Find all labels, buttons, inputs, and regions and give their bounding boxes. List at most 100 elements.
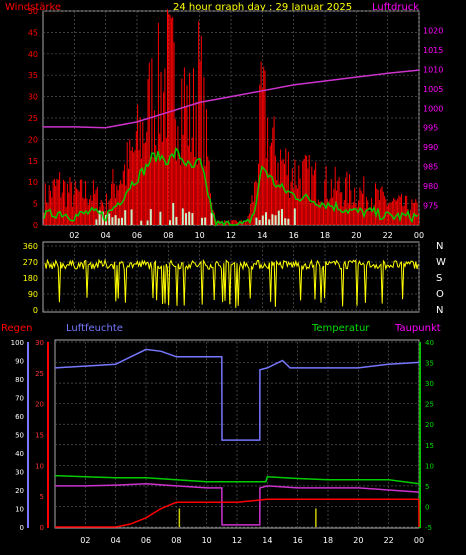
x-tick-label: 04: [101, 231, 111, 240]
x-tick-label: 12: [226, 231, 236, 240]
wind-calm-bar: [169, 220, 171, 225]
temperature-tick-label: 35: [425, 360, 434, 368]
x-tick-label: 18: [320, 231, 330, 240]
left-tick-label: 45: [28, 28, 38, 37]
left-tick-label: 30: [28, 93, 38, 102]
wind-calm-bar: [108, 213, 111, 225]
wind-calm-bar: [98, 210, 101, 225]
x-tick-label: 06: [132, 231, 142, 240]
wind-calm-bar: [175, 216, 178, 225]
compass-labels: N W S O N: [436, 241, 446, 316]
direction-tick-label: 90: [28, 290, 38, 299]
x-tick-label: 14: [257, 231, 267, 240]
x-tick-label: 00: [414, 231, 424, 240]
wind-calm-bar: [274, 215, 277, 225]
x-tick-label: 12: [232, 536, 242, 545]
wind-calm-bar: [210, 212, 213, 225]
wind-calm-bar: [188, 211, 191, 225]
left-tick-label: 0: [33, 221, 38, 230]
wind-calm-bar: [293, 208, 296, 225]
humidity-tick-label: 80: [15, 376, 24, 384]
temperature-line: [54, 474, 420, 485]
left-tick-label: 10: [28, 178, 38, 187]
panel3-x-ticks: 02 04 06 08 10 12 14 16 18 20 22 00: [80, 536, 424, 545]
wind-calm-bar: [191, 213, 194, 225]
humidity-tick-label: 0: [20, 524, 24, 532]
wind-calm-bar: [281, 209, 283, 225]
direction-tick-label: 180: [23, 274, 38, 283]
wind-calm-bar: [149, 209, 152, 225]
wind-calm-bar: [201, 217, 203, 225]
wind-avg-line: [43, 146, 419, 228]
temperature-tick-label: 40: [425, 339, 434, 347]
x-tick-label: 14: [262, 536, 272, 545]
wind-calm-bar: [258, 220, 261, 225]
wind-calm-bar: [101, 211, 104, 225]
direction-tick-label: 360: [23, 242, 38, 251]
x-tick-label: 02: [69, 231, 79, 240]
chart-title: 24 hour graph day : 29 Januar 2025: [173, 2, 352, 13]
compass-w: W: [436, 257, 446, 268]
wind-calm-bar: [284, 218, 287, 225]
right-tick-label: 995: [423, 124, 438, 133]
x-tick-label: 22: [383, 231, 393, 240]
wind-calm-bar: [121, 217, 123, 225]
x-tick-label: 22: [384, 536, 394, 545]
humidity-tick-label: 10: [15, 506, 24, 514]
right-tick-label: 985: [423, 163, 438, 172]
rain-tick-label: 20: [35, 401, 44, 409]
left-tick-label: 35: [28, 71, 38, 80]
left-tick-label: 20: [28, 135, 38, 144]
wind-calm-bar: [111, 217, 114, 225]
x-tick-label: 06: [141, 536, 151, 545]
humidity-tick-label: 70: [15, 395, 24, 403]
humidity-tick-label: 100: [11, 339, 24, 347]
humidity-label: Luftfeuchte: [66, 323, 123, 334]
wind-calm-bar: [124, 210, 127, 225]
x-tick-label: 08: [163, 231, 173, 240]
wind-calm-bar: [172, 202, 175, 225]
x-tick-label: 16: [289, 231, 299, 240]
wind-direction-line: [44, 258, 419, 308]
right-tick-label: 990: [423, 143, 438, 152]
rain-tick-label: 0: [40, 524, 44, 532]
wind-calm-bar: [130, 209, 133, 225]
panel2-left-ticks: 0 90 180 270 360: [23, 242, 38, 315]
right-axis-title: Luftdruck: [372, 2, 419, 13]
panel3-rain-ticks: 0 5 10 15 20 25 30: [35, 339, 44, 532]
panel1-left-ticks: 0 5 10 15 20 25 30 35 40 45 50: [28, 7, 38, 230]
right-tick-label: 975: [423, 202, 438, 211]
rain-label: Regen: [1, 323, 33, 334]
humidity-tick-label: 50: [15, 432, 24, 440]
wind-calm-bar: [268, 219, 271, 225]
temperature-tick-label: 0: [425, 503, 429, 511]
panel3-grid: [55, 341, 420, 528]
x-tick-label: 16: [293, 536, 303, 545]
wind-direction-series: [44, 258, 419, 308]
compass-o: O: [436, 289, 444, 300]
left-tick-label: 40: [28, 50, 38, 59]
humidity-line: [54, 348, 420, 441]
temperature-tick-label: -5: [425, 524, 432, 532]
wind-calm-bar: [287, 218, 290, 225]
wind-calm-bar: [146, 220, 149, 225]
humidity-tick-label: 40: [15, 450, 24, 458]
pressure-series: [43, 69, 420, 129]
humidity-tick-label: 20: [15, 487, 24, 495]
right-tick-label: 1005: [423, 85, 443, 94]
right-tick-label: 1000: [423, 104, 443, 113]
left-tick-label: 25: [28, 114, 38, 123]
panel3-humidity-ticks: 0 10 20 30 40 50 60 70 80 90 100: [11, 339, 24, 532]
temperature-tick-label: 15: [425, 442, 434, 450]
x-tick-label: 20: [353, 536, 363, 545]
x-tick-label: 04: [111, 536, 121, 545]
rain-tick-label: 25: [35, 370, 44, 378]
right-tick-label: 980: [423, 182, 438, 191]
humidity-tick-label: 90: [15, 358, 24, 366]
humidity-tick-label: 60: [15, 413, 24, 421]
rain-tick-label: 5: [40, 493, 44, 501]
x-tick-label: 10: [195, 231, 205, 240]
temperature-label: Temperatur: [311, 323, 370, 334]
wind-calm-bar: [204, 217, 207, 225]
